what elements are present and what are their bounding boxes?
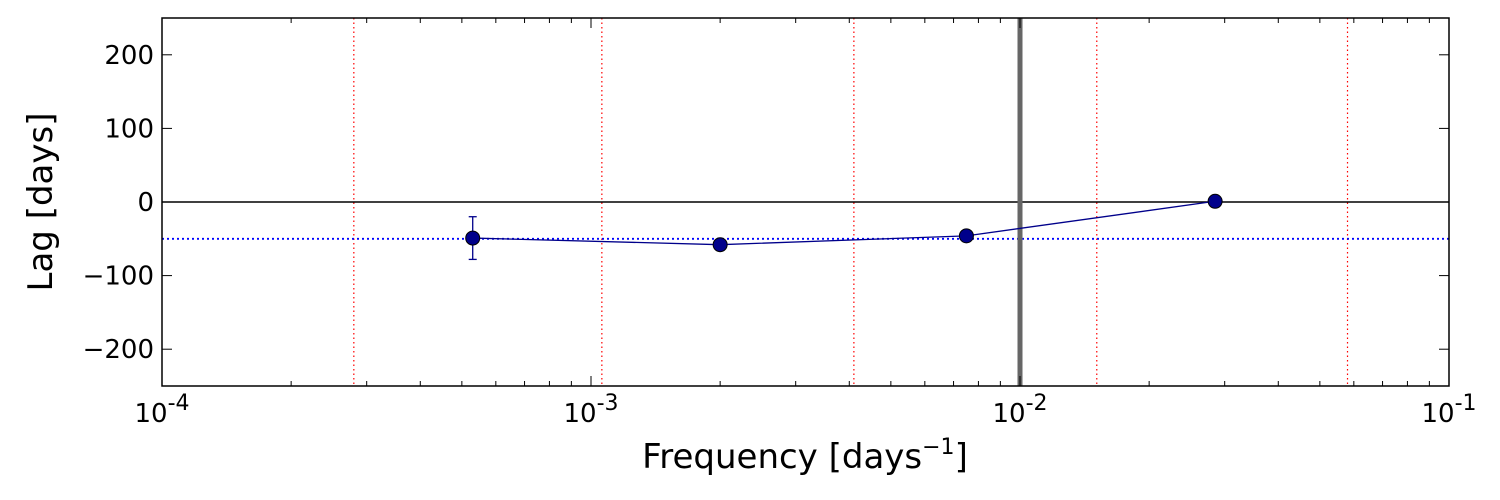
y-tick-label: −100 (83, 262, 154, 292)
data-point (712, 237, 728, 253)
data-point (958, 228, 974, 244)
reference-lines (162, 201, 1449, 240)
x-axis-ticks: 10-4 10-3 10-2 10-1 (134, 18, 1477, 429)
y-tick-label: 0 (137, 188, 154, 218)
x-tick-label: 10-1 (1421, 391, 1476, 429)
lag-series (465, 193, 1223, 261)
x-tick-label: 10-2 (992, 391, 1047, 429)
y-tick-label: 100 (104, 114, 154, 144)
y-axis-ticks: 200 100 0 −100 −200 (83, 41, 1449, 365)
x-tick-label: 10-3 (563, 391, 618, 429)
y-axis-label: Lag [days] (21, 113, 61, 292)
x-tick-label: 10-4 (134, 391, 189, 429)
data-point (465, 230, 481, 246)
x-axis-label: Frequency [days−1] (642, 435, 968, 477)
data-point (1207, 193, 1223, 209)
y-tick-label: −200 (83, 335, 154, 365)
frequency-band-lines (353, 18, 1349, 386)
y-tick-label: 200 (104, 41, 154, 71)
series-line (472, 200, 1216, 246)
